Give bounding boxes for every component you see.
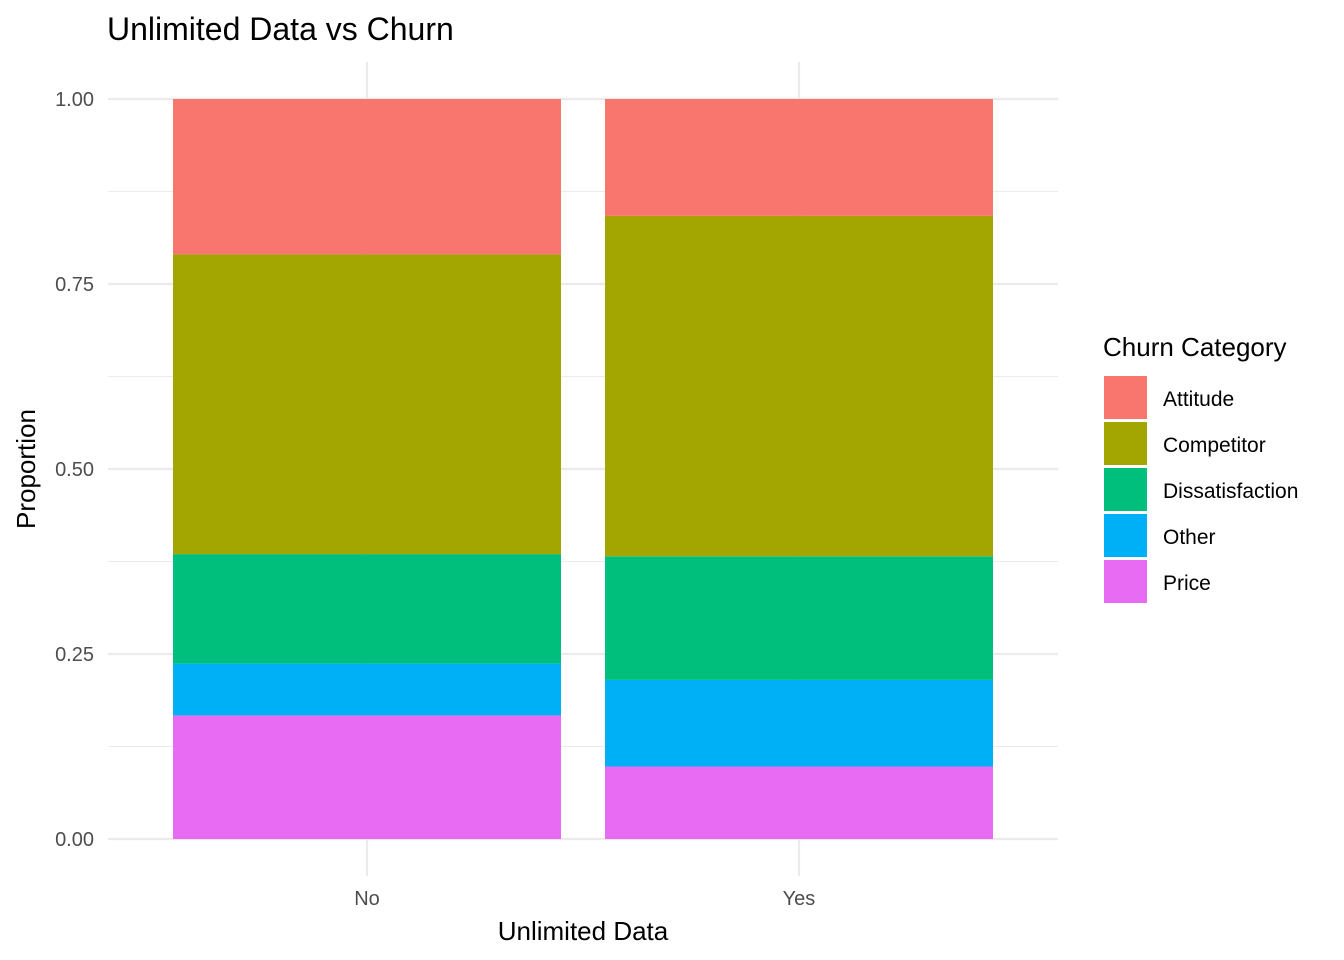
legend-swatch-other — [1104, 514, 1147, 557]
y-tick-label: 0.50 — [55, 459, 94, 481]
y-tick-label: 0.25 — [55, 644, 94, 666]
bar-segment-no-competitor — [173, 254, 561, 555]
chart-title: Unlimited Data vs Churn — [107, 11, 454, 47]
legend-label-dissatisfaction: Dissatisfaction — [1163, 480, 1298, 503]
bar-segment-yes-price — [605, 766, 993, 839]
y-tick-label: 0.00 — [55, 829, 94, 851]
legend-label-price: Price — [1163, 572, 1211, 595]
legend-swatch-dissatisfaction — [1104, 468, 1147, 511]
legend-label-other: Other — [1163, 526, 1216, 549]
x-tick-label: Yes — [783, 888, 816, 910]
bar-segment-yes-attitude — [605, 99, 993, 216]
legend-swatch-price — [1104, 560, 1147, 603]
legend-label-competitor: Competitor — [1163, 434, 1266, 457]
y-tick-label: 1.00 — [55, 89, 94, 111]
legend-swatch-competitor — [1104, 422, 1147, 465]
bar-segment-yes-dissatisfaction — [605, 556, 993, 680]
y-tick-label: 0.75 — [55, 274, 94, 296]
bar-segment-yes-other — [605, 679, 993, 767]
y-axis-ticks: 0.00 0.25 0.50 0.75 1.00 — [55, 89, 94, 851]
bar-segment-no-attitude — [173, 99, 561, 255]
bar-segment-yes-competitor — [605, 215, 993, 557]
x-tick-label: No — [354, 888, 380, 910]
legend-title: Churn Category — [1103, 332, 1287, 362]
bar-segment-no-price — [173, 715, 561, 839]
x-axis-ticks: No Yes — [354, 888, 815, 910]
x-axis-title: Unlimited Data — [498, 916, 669, 946]
legend-label-attitude: Attitude — [1163, 388, 1234, 411]
legend: Churn Category Attitude Competitor Dissati… — [1103, 332, 1298, 603]
bar-segment-no-other — [173, 663, 561, 716]
bars — [173, 99, 993, 839]
bar-segment-no-dissatisfaction — [173, 554, 561, 664]
legend-swatch-attitude — [1104, 376, 1147, 419]
y-axis-title: Proportion — [11, 409, 41, 529]
